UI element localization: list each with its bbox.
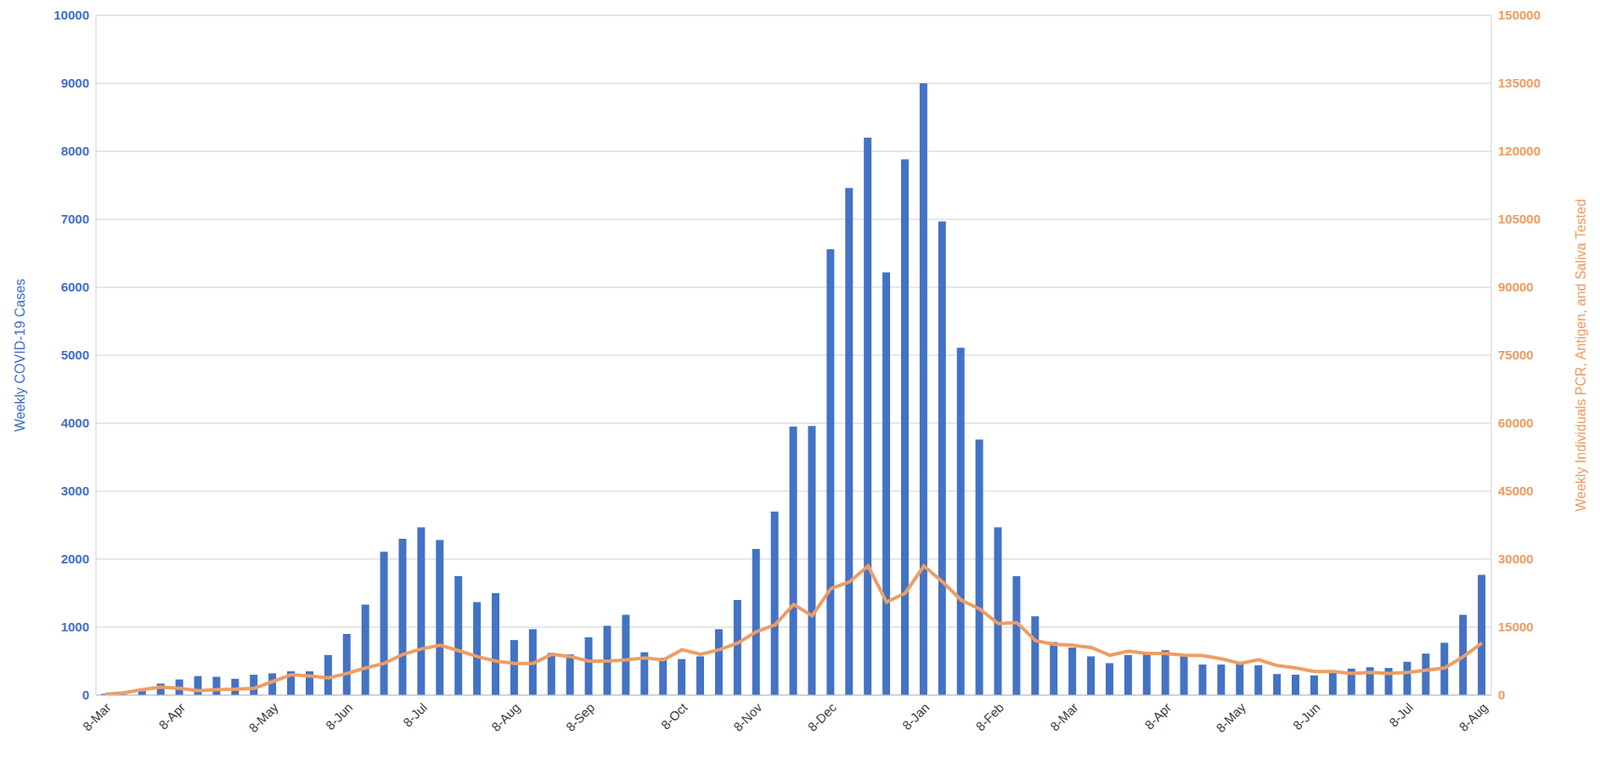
- svg-text:105000: 105000: [1498, 211, 1541, 226]
- svg-text:8-Apr: 8-Apr: [155, 699, 188, 733]
- svg-text:75000: 75000: [1498, 347, 1534, 362]
- svg-text:30000: 30000: [1498, 551, 1534, 566]
- svg-text:8-Aug: 8-Aug: [488, 699, 523, 734]
- svg-text:45000: 45000: [1498, 483, 1534, 498]
- svg-text:120000: 120000: [1498, 143, 1541, 158]
- svg-text:8-Oct: 8-Oct: [658, 698, 692, 733]
- svg-text:8-Mar: 8-Mar: [79, 699, 114, 734]
- svg-text:8-Mar: 8-Mar: [1047, 699, 1082, 734]
- svg-text:8-Dec: 8-Dec: [805, 698, 840, 734]
- svg-text:8-May: 8-May: [245, 698, 282, 735]
- svg-text:8-Apr: 8-Apr: [1141, 699, 1174, 733]
- svg-text:5000: 5000: [61, 347, 90, 362]
- svg-text:8-Feb: 8-Feb: [972, 699, 1007, 734]
- svg-text:135000: 135000: [1498, 75, 1541, 91]
- svg-text:8-Jun: 8-Jun: [1290, 699, 1324, 733]
- svg-text:8-May: 8-May: [1212, 698, 1249, 735]
- svg-text:4000: 4000: [61, 415, 90, 430]
- svg-text:8-Aug: 8-Aug: [1455, 699, 1490, 734]
- svg-text:15000: 15000: [1498, 619, 1534, 634]
- svg-text:150000: 150000: [1498, 7, 1541, 23]
- svg-text:8-Jun: 8-Jun: [322, 699, 356, 733]
- svg-text:2000: 2000: [61, 551, 90, 566]
- svg-text:8-Sep: 8-Sep: [563, 699, 598, 734]
- svg-text:90000: 90000: [1498, 279, 1534, 294]
- svg-text:Weekly Individuals PCR, Antige: Weekly Individuals PCR, Antigen, and Sal…: [1573, 198, 1589, 512]
- svg-text:Weekly COVID-19 Cases: Weekly COVID-19 Cases: [12, 278, 28, 432]
- svg-text:8-Jul: 8-Jul: [400, 699, 430, 730]
- svg-text:0: 0: [1498, 687, 1505, 702]
- svg-text:6000: 6000: [61, 279, 90, 294]
- svg-text:7000: 7000: [61, 211, 90, 226]
- svg-text:60000: 60000: [1498, 415, 1534, 430]
- svg-text:8-Jan: 8-Jan: [899, 699, 933, 733]
- svg-text:3000: 3000: [61, 483, 90, 498]
- svg-text:8-Nov: 8-Nov: [730, 698, 766, 734]
- svg-text:8000: 8000: [61, 143, 90, 158]
- svg-text:10000: 10000: [53, 7, 90, 23]
- svg-text:1000: 1000: [61, 619, 90, 634]
- svg-text:9000: 9000: [61, 75, 90, 91]
- svg-text:0: 0: [82, 687, 90, 702]
- svg-text:8-Jul: 8-Jul: [1385, 699, 1416, 730]
